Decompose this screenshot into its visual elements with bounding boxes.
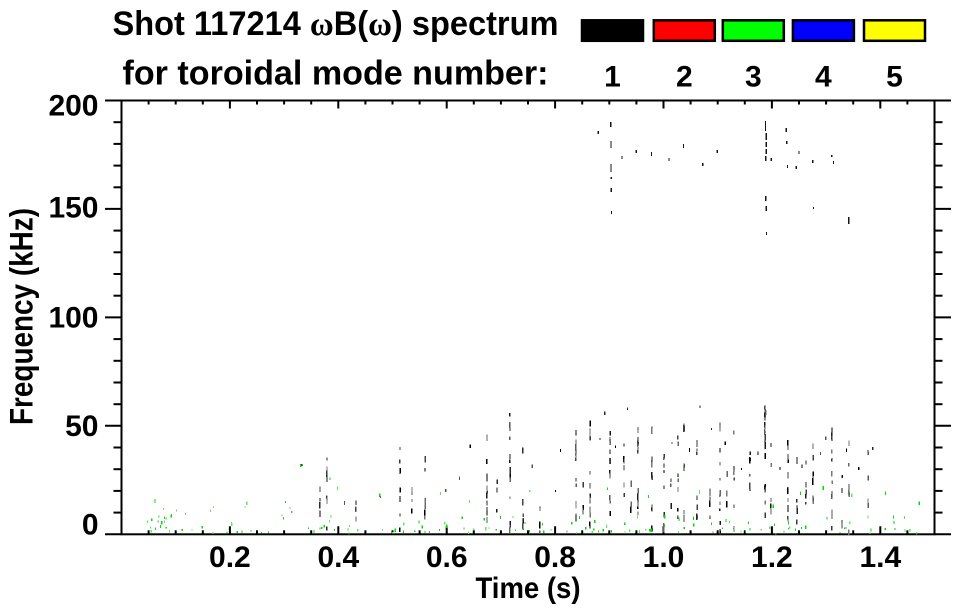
svg-text:5: 5: [886, 61, 903, 94]
svg-text:50: 50: [65, 410, 98, 443]
svg-text:1.2: 1.2: [751, 541, 793, 574]
svg-text:0.2: 0.2: [209, 541, 251, 574]
svg-text:for toroidal mode number:: for toroidal mode number:: [123, 55, 549, 93]
svg-text:150: 150: [48, 192, 98, 225]
svg-text:100: 100: [48, 302, 98, 335]
svg-text:Frequency (kHz): Frequency (kHz): [4, 208, 40, 425]
svg-text:3: 3: [745, 61, 762, 94]
svg-text:1.0: 1.0: [643, 541, 685, 574]
svg-text:0.6: 0.6: [426, 541, 468, 574]
svg-text:2: 2: [676, 61, 693, 94]
svg-text:Time (s): Time (s): [476, 572, 581, 605]
svg-text:0.4: 0.4: [317, 541, 359, 574]
svg-text:1.4: 1.4: [859, 541, 901, 574]
svg-text:0: 0: [82, 509, 99, 542]
svg-text:1: 1: [604, 61, 621, 94]
svg-text:0.8: 0.8: [534, 541, 576, 574]
svg-text:4: 4: [815, 61, 832, 94]
svg-text:Shot 117214 ωB(ω) spectrum: Shot 117214 ωB(ω) spectrum: [113, 5, 559, 43]
svg-text:200: 200: [48, 90, 98, 123]
